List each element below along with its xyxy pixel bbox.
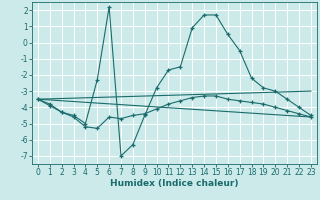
X-axis label: Humidex (Indice chaleur): Humidex (Indice chaleur)	[110, 179, 239, 188]
